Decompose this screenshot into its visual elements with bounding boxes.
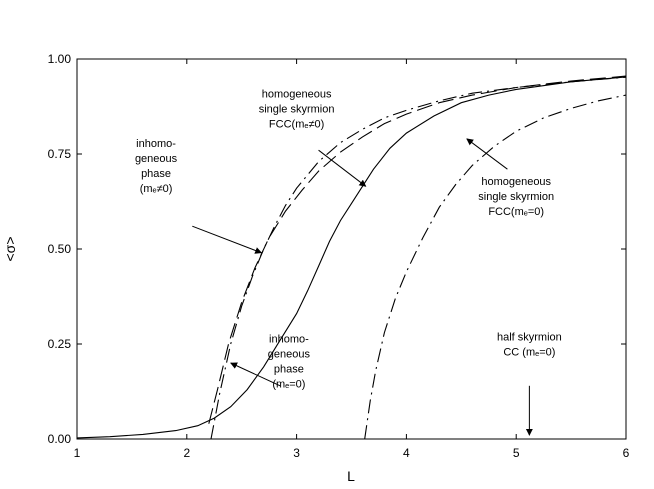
annotation-2: inhomo-geneous phase (mₑ≠0)	[135, 138, 263, 254]
y-tick-label: 0.50	[48, 242, 72, 256]
annotation-text: geneous	[268, 349, 311, 361]
annotation-arrow	[192, 225, 263, 254]
series-line-3	[208, 75, 627, 424]
annotation-arrow	[230, 362, 281, 387]
x-tick-label: 6	[623, 446, 630, 460]
x-tick-label: 1	[74, 446, 81, 460]
annotation-arrow	[318, 149, 367, 187]
annotation-1: homogeneous single skyrmion FCC(mₑ≠0)	[259, 88, 367, 187]
x-tick-label: 4	[403, 446, 410, 460]
annotation-text: FCC(mₑ=0)	[488, 206, 544, 218]
x-tick-label: 2	[183, 446, 190, 460]
y-tick-label: 0.00	[48, 432, 72, 446]
x-tick-label: 5	[513, 446, 520, 460]
annotation-arrow	[466, 138, 508, 170]
annotation-text: (mₑ=0)	[272, 379, 305, 391]
annotation-text: half skyrmion	[497, 332, 562, 344]
annotation-4: inhomo-geneous phase (mₑ=0)	[230, 334, 311, 391]
annotation-text: single skyrmion	[478, 191, 554, 203]
x-tick-label: 3	[293, 446, 300, 460]
y-tick-label: 0.25	[48, 337, 72, 351]
series-line-4	[364, 94, 627, 440]
tick-layer: 1 2 3 4 5 6 0.00 0.25 0.50 0.75 1.00	[48, 52, 630, 460]
series-line-1	[76, 76, 627, 439]
annotation-text: geneous	[135, 153, 178, 165]
annotation-5: half skyrmion CC (mₑ=0)	[497, 332, 562, 436]
y-tick-label: 0.75	[48, 147, 72, 161]
annotation-text: (mₑ≠0)	[140, 183, 173, 195]
series-layer	[76, 75, 627, 440]
annotation-text: inhomo-	[269, 334, 309, 346]
annotation-text: homogeneous	[262, 88, 332, 100]
annotation-text: inhomo-	[136, 138, 176, 150]
annotation-text: phase	[141, 168, 171, 180]
annotation-text: FCC(mₑ≠0)	[269, 118, 324, 130]
annotation-text: homogeneous	[481, 176, 551, 188]
annotation-layer: homogeneous single skyrmion FCC(mₑ≠0) inhom…	[135, 88, 562, 436]
y-axis-title: <σ>	[2, 237, 18, 262]
annotation-text: phase	[274, 364, 304, 376]
x-axis-title: L	[347, 468, 355, 484]
annotation-text: CC (mₑ=0)	[503, 347, 555, 359]
y-tick-label: 1.00	[48, 52, 72, 66]
annotation-3: homogeneous single skyrmion FCC(mₑ=0)	[466, 138, 554, 218]
series-line-2	[210, 76, 627, 440]
plot-frame	[76, 58, 627, 440]
annotation-text: single skyrmion	[259, 103, 335, 115]
